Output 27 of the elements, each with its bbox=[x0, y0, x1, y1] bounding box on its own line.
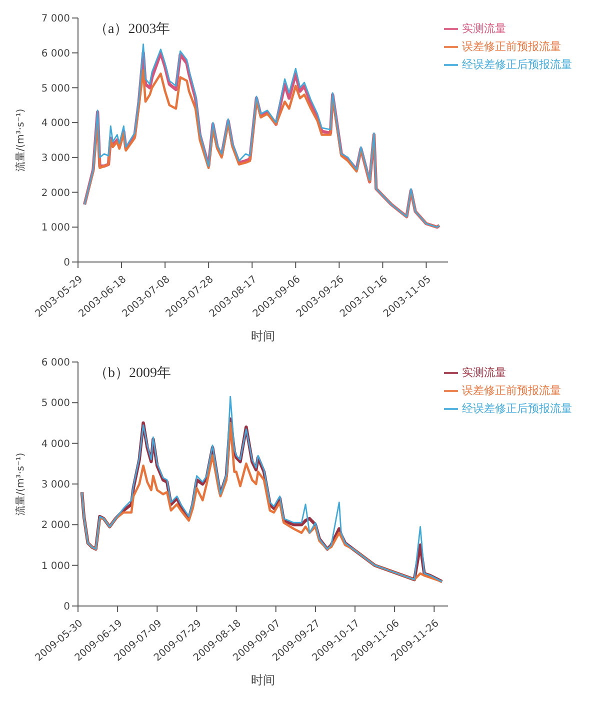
y-tick-label: 0 bbox=[64, 258, 70, 269]
y-tick-label: 1 000 bbox=[41, 222, 70, 234]
y-tick-label: 2 000 bbox=[41, 520, 70, 532]
y-tick-label: 4 000 bbox=[41, 438, 70, 450]
y-tick-label: 3 000 bbox=[41, 480, 70, 491]
legend-label: 误差修正前预报流量 bbox=[462, 384, 561, 397]
legend-label: 实测流量 bbox=[462, 22, 506, 35]
y-tick-label: 3 000 bbox=[41, 152, 70, 164]
y-tick-label: 2 000 bbox=[41, 188, 70, 199]
y-axis-title: 流量/(m³·s⁻¹) bbox=[14, 452, 27, 516]
x-axis-title: 时间 bbox=[251, 673, 275, 687]
y-axis-title: 流量/(m³·s⁻¹) bbox=[14, 108, 27, 172]
y-tick-label: 6 000 bbox=[41, 358, 70, 369]
legend-label: 实测流量 bbox=[462, 366, 506, 379]
y-tick-label: 4 000 bbox=[41, 118, 70, 130]
chart-title: （b）2009年 bbox=[94, 364, 171, 382]
chart-title: （a）2003年 bbox=[94, 20, 170, 38]
y-tick-label: 5 000 bbox=[41, 83, 70, 94]
y-tick-label: 6 000 bbox=[41, 48, 70, 60]
y-tick-label: 7 000 bbox=[41, 14, 70, 25]
y-tick-label: 5 000 bbox=[41, 398, 70, 410]
x-axis-title: 时间 bbox=[251, 329, 275, 343]
legend-label: 经误差修正后预报流量 bbox=[462, 402, 572, 415]
legend-label: 经误差修正后预报流量 bbox=[462, 58, 572, 71]
y-tick-label: 0 bbox=[64, 602, 70, 613]
y-tick-label: 1 000 bbox=[41, 560, 70, 572]
legend-label: 误差修正前预报流量 bbox=[462, 40, 561, 53]
